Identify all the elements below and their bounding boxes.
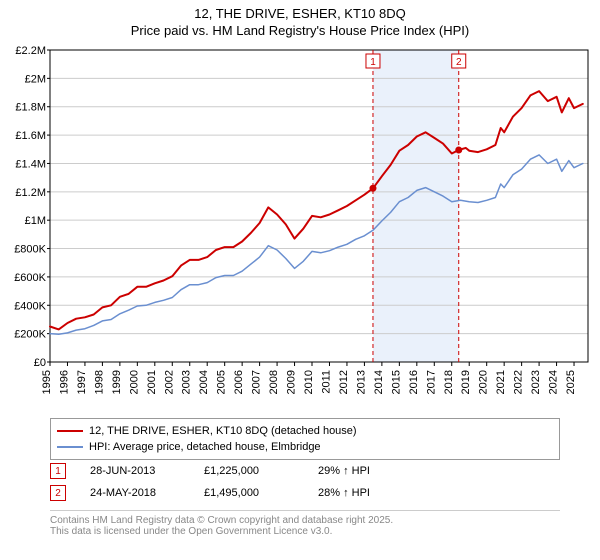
- sales-table: 1 28-JUN-2013 £1,225,000 29% ↑ HPI 2 24-…: [50, 460, 560, 504]
- svg-text:1996: 1996: [58, 370, 70, 394]
- svg-text:£2.2M: £2.2M: [15, 45, 46, 57]
- legend-swatch: [57, 446, 83, 448]
- svg-text:2008: 2008: [268, 370, 280, 394]
- title-line-2: Price paid vs. HM Land Registry's House …: [0, 23, 600, 40]
- svg-text:2: 2: [456, 57, 462, 68]
- svg-text:2000: 2000: [128, 370, 140, 394]
- svg-text:£2M: £2M: [25, 73, 46, 85]
- svg-text:2015: 2015: [390, 370, 402, 394]
- line-chart-svg: £0 £200K £400K £600K £800K £1M £1.2M £1.4M £1.6M…: [0, 42, 600, 412]
- legend-swatch: [57, 430, 83, 432]
- legend-item: 12, THE DRIVE, ESHER, KT10 8DQ (detached…: [57, 423, 553, 439]
- footer-line-1: Contains HM Land Registry data © Crown c…: [50, 515, 560, 526]
- svg-text:2021: 2021: [495, 370, 507, 394]
- sale-date: 28-JUN-2013: [90, 465, 180, 477]
- svg-text:2017: 2017: [425, 370, 437, 394]
- svg-text:2014: 2014: [373, 370, 385, 394]
- svg-text:2019: 2019: [460, 370, 472, 394]
- svg-text:1997: 1997: [76, 370, 88, 394]
- svg-text:1995: 1995: [41, 370, 53, 394]
- sale-date: 24-MAY-2018: [90, 487, 180, 499]
- svg-text:2012: 2012: [338, 370, 350, 394]
- svg-text:2010: 2010: [303, 370, 315, 394]
- chart-container: 12, THE DRIVE, ESHER, KT10 8DQ Price pai…: [0, 0, 600, 560]
- svg-text:2003: 2003: [181, 370, 193, 394]
- svg-text:£0: £0: [34, 357, 46, 369]
- svg-text:£800K: £800K: [14, 244, 46, 256]
- sale-row: 2 24-MAY-2018 £1,495,000 28% ↑ HPI: [50, 482, 560, 504]
- svg-text:£1.2M: £1.2M: [15, 187, 46, 199]
- svg-text:£600K: £600K: [14, 272, 46, 284]
- title-block: 12, THE DRIVE, ESHER, KT10 8DQ Price pai…: [0, 0, 600, 40]
- footer: Contains HM Land Registry data © Crown c…: [50, 510, 560, 537]
- sale-index-box: 2: [50, 485, 66, 501]
- svg-text:£1.8M: £1.8M: [15, 102, 46, 114]
- sale-row: 1 28-JUN-2013 £1,225,000 29% ↑ HPI: [50, 460, 560, 482]
- sale-price: £1,495,000: [204, 487, 294, 499]
- svg-text:1999: 1999: [111, 370, 123, 394]
- footer-line-2: This data is licensed under the Open Gov…: [50, 526, 560, 537]
- svg-text:£1.4M: £1.4M: [15, 158, 46, 170]
- svg-text:2006: 2006: [233, 370, 245, 394]
- sale-index-box: 1: [50, 463, 66, 479]
- sale-delta: 28% ↑ HPI: [318, 487, 408, 499]
- legend-label: 12, THE DRIVE, ESHER, KT10 8DQ (detached…: [89, 425, 357, 437]
- svg-text:£1.6M: £1.6M: [15, 130, 46, 142]
- svg-text:2002: 2002: [163, 370, 175, 394]
- svg-text:2022: 2022: [513, 370, 525, 394]
- chart-area: £0 £200K £400K £600K £800K £1M £1.2M £1.4M £1.6M…: [0, 42, 600, 412]
- svg-text:£200K: £200K: [14, 329, 46, 341]
- title-line-1: 12, THE DRIVE, ESHER, KT10 8DQ: [0, 6, 600, 23]
- svg-text:£1M: £1M: [25, 215, 46, 227]
- legend-label: HPI: Average price, detached house, Elmb…: [89, 441, 321, 453]
- legend-item: HPI: Average price, detached house, Elmb…: [57, 439, 553, 455]
- svg-text:2023: 2023: [530, 370, 542, 394]
- svg-text:2016: 2016: [408, 370, 420, 394]
- legend: 12, THE DRIVE, ESHER, KT10 8DQ (detached…: [50, 418, 560, 460]
- svg-text:2007: 2007: [251, 370, 263, 394]
- sale-delta: 29% ↑ HPI: [318, 465, 408, 477]
- svg-text:1998: 1998: [93, 370, 105, 394]
- svg-text:2011: 2011: [320, 370, 332, 394]
- svg-text:2024: 2024: [548, 370, 560, 394]
- sale-price: £1,225,000: [204, 465, 294, 477]
- svg-text:2004: 2004: [198, 370, 210, 394]
- svg-text:£400K: £400K: [14, 300, 46, 312]
- svg-text:2025: 2025: [565, 370, 577, 394]
- svg-text:2009: 2009: [286, 370, 298, 394]
- svg-text:2001: 2001: [146, 370, 158, 394]
- svg-text:1: 1: [370, 57, 376, 68]
- svg-text:2018: 2018: [443, 370, 455, 394]
- svg-text:2005: 2005: [216, 370, 228, 394]
- svg-text:2020: 2020: [478, 370, 490, 394]
- svg-text:2013: 2013: [355, 370, 367, 394]
